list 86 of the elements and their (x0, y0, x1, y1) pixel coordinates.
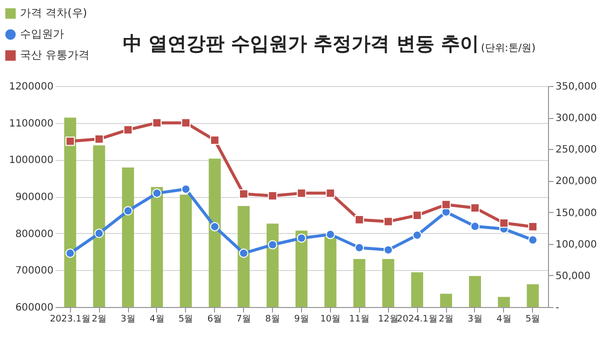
point (296, 188, 306, 198)
point (123, 206, 133, 216)
point (210, 135, 220, 145)
point (412, 230, 422, 240)
bar (324, 236, 336, 307)
x-tick-label: 3월 (468, 314, 482, 324)
y2-tick-label: 350,000 (556, 82, 597, 92)
point (499, 218, 509, 228)
legend-label: 국산 유통가격 (20, 48, 90, 62)
y-tick-label: 600000 (15, 302, 54, 314)
point (326, 188, 336, 198)
point (94, 134, 104, 144)
bar (498, 296, 510, 307)
bar (382, 259, 394, 307)
point (296, 233, 306, 243)
y-tick-label: 800000 (15, 228, 54, 240)
bar (238, 206, 250, 307)
y-tick-label: 900000 (15, 192, 54, 203)
x-tick-label: 6월 (207, 314, 222, 324)
bar (296, 230, 308, 307)
point (268, 191, 278, 200)
x-tick-label: 2024.1월 (396, 314, 438, 324)
point (181, 184, 191, 194)
x-tick-label: 9월 (294, 314, 309, 324)
y2-tick-label: 300,000 (556, 113, 597, 124)
x-tick-label: 2월 (438, 314, 454, 324)
point (210, 222, 220, 232)
bar (526, 284, 539, 307)
point (152, 188, 162, 198)
point (384, 216, 393, 226)
point (65, 248, 75, 258)
y-tick-label: 1000000 (8, 155, 54, 166)
y2-tick-label: 200,000 (556, 176, 597, 188)
point (470, 203, 480, 213)
point (152, 118, 162, 128)
x-tick-label: 2023.1월 (50, 314, 90, 324)
point (528, 235, 538, 245)
point (441, 200, 451, 210)
point (65, 136, 75, 146)
x-tick-label: 3월 (120, 314, 136, 324)
bar (468, 276, 481, 307)
bar (411, 272, 424, 307)
y-tick-label: 700000 (15, 266, 54, 277)
x-tick-label: 11월 (349, 314, 370, 324)
point (354, 243, 364, 252)
x-tick-label: 8월 (265, 314, 280, 324)
x-tick-label: 7월 (236, 314, 252, 324)
bar (353, 259, 366, 307)
point (412, 210, 422, 220)
bar (440, 294, 452, 307)
y2-tick-label: 100,000 (556, 239, 597, 250)
y2-tick-label: - (556, 302, 560, 314)
point (181, 118, 191, 128)
y-tick-label: 1200000 (8, 82, 54, 92)
point (268, 240, 278, 250)
point (123, 125, 133, 135)
point (354, 215, 364, 224)
point (384, 245, 393, 255)
bar (208, 158, 221, 307)
bar (266, 224, 279, 307)
bar (64, 118, 76, 307)
x-tick-label: 4월 (496, 314, 512, 324)
point (528, 222, 538, 232)
point (94, 228, 104, 238)
legend-label: 수입원가 (20, 28, 64, 40)
point (238, 248, 248, 258)
x-tick-label: 10월 (320, 314, 341, 324)
x-tick-label: 4월 (150, 314, 164, 324)
y2-tick-label: 250,000 (556, 144, 597, 156)
chart-title: 中 열연강판 수입원가 추정가격 변동 추이 (122, 33, 479, 55)
bar (180, 194, 192, 307)
bar (93, 145, 106, 307)
x-tick-label: 5월 (178, 314, 194, 324)
legend-label: 가격 격차(우) (20, 6, 88, 20)
point (326, 230, 336, 240)
y-tick-label: 1100000 (8, 118, 54, 130)
bar (122, 167, 134, 307)
y2-tick-label: 50,000 (556, 270, 590, 282)
x-tick-label: 5월 (525, 314, 540, 324)
point (238, 189, 248, 199)
x-tick-label: 12월 (378, 314, 398, 324)
chart-subtitle: (단위:톤/원) (480, 43, 536, 54)
bar (150, 187, 163, 307)
point (470, 222, 480, 232)
y2-tick-label: 150,000 (556, 208, 597, 219)
x-tick-label: 2월 (92, 314, 106, 324)
